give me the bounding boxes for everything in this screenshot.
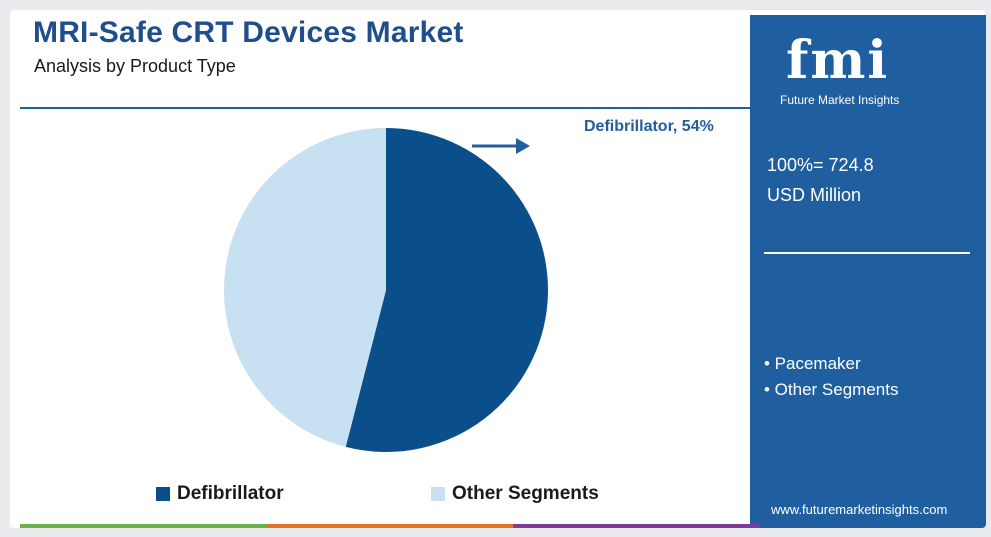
legend-item-other-segments: Other Segments (431, 483, 599, 505)
footer-bar-green (20, 524, 267, 528)
pie-slice-defibrillator (345, 128, 549, 452)
legend-swatch (156, 487, 170, 501)
title-divider (20, 107, 750, 109)
footer-color-bar (20, 524, 761, 528)
segment-item-pacemaker: • Pacemaker (764, 354, 861, 373)
legend-swatch (431, 487, 445, 501)
sidebar-panel: fmi Future Market Insights 100%= 724.8 U… (750, 15, 986, 528)
footer-bar-purple (513, 524, 761, 528)
legend-label: Defibrillator (177, 483, 284, 504)
chart-title: MRI-Safe CRT Devices Market (33, 16, 464, 49)
sidebar-divider (764, 252, 970, 254)
segment-list: • Pacemaker • Other Segments (764, 351, 898, 403)
pie-slice-other-segments (224, 127, 386, 447)
arrow-right-icon (472, 138, 530, 154)
total-value: 100%= 724.8 (767, 155, 874, 175)
chart-subtitle: Analysis by Product Type (34, 56, 236, 76)
logo: fmi (786, 30, 890, 91)
legend-label: Other Segments (452, 483, 599, 504)
website-link[interactable]: www.futuremarketinsights.com (771, 502, 948, 517)
segment-item-other: • Other Segments (764, 380, 899, 399)
pie-chart (224, 127, 549, 452)
footer-bar-orange (266, 524, 514, 528)
slice-annotation: Defibrillator, 54% (584, 118, 714, 135)
legend-item-defibrillator: Defibrillator (156, 483, 284, 505)
logo-subtext: Future Market Insights (780, 93, 900, 107)
market-total: 100%= 724.8 USD Million (767, 150, 874, 210)
total-unit: USD Million (767, 185, 862, 205)
chart-card: MRI-Safe CRT Devices Market Analysis by … (10, 10, 986, 528)
